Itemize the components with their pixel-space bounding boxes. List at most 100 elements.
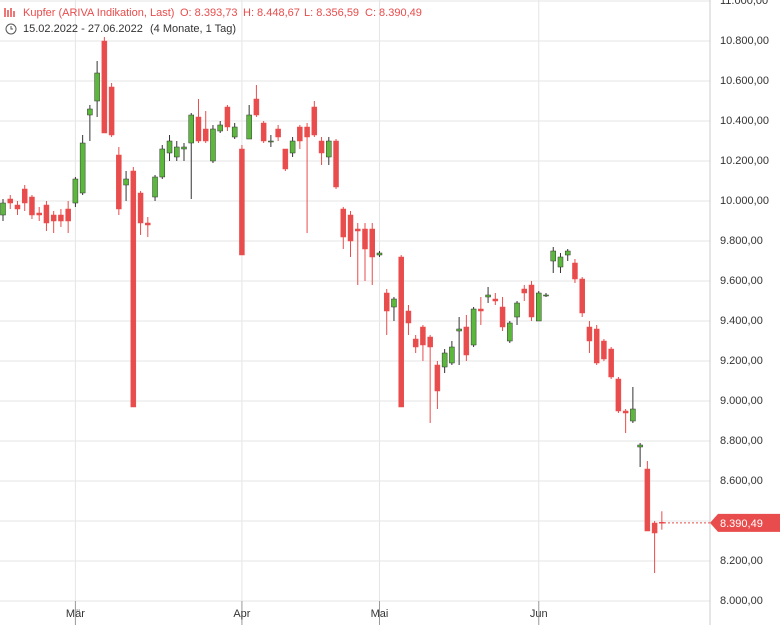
candle-body bbox=[217, 124, 223, 132]
y-tick-label: 8.000,00 bbox=[720, 595, 763, 607]
candle-body bbox=[7, 198, 13, 204]
candle-body bbox=[622, 410, 629, 414]
candle-body bbox=[202, 128, 209, 142]
candle-body bbox=[398, 256, 404, 408]
candle-body bbox=[14, 204, 21, 210]
y-tick-label: 8.800,00 bbox=[720, 435, 763, 447]
candle-body bbox=[492, 298, 499, 302]
candle-body bbox=[101, 40, 108, 134]
y-tick-label: 9.400,00 bbox=[720, 315, 763, 327]
candle-body bbox=[43, 204, 50, 224]
candle-body bbox=[181, 146, 187, 150]
candle-body bbox=[528, 284, 535, 318]
date-range: 15.02.2022 - 27.06.2022 bbox=[23, 23, 143, 35]
candle-body bbox=[340, 208, 347, 238]
candle-body bbox=[195, 116, 202, 142]
candle-body bbox=[87, 108, 93, 116]
candle-body bbox=[485, 294, 491, 298]
candle-body bbox=[275, 128, 281, 138]
y-tick-label: 8.200,00 bbox=[720, 555, 763, 567]
candle-body bbox=[362, 228, 368, 250]
y-tick-label: 9.800,00 bbox=[720, 235, 763, 247]
candle-body bbox=[601, 340, 607, 360]
candle-body bbox=[137, 192, 144, 224]
candle-body bbox=[210, 128, 216, 162]
y-tick-label: 9.600,00 bbox=[720, 275, 763, 287]
candle-body bbox=[434, 364, 441, 392]
candle-body bbox=[36, 212, 42, 216]
candle-body bbox=[456, 328, 462, 332]
candle-body bbox=[355, 228, 361, 232]
candle-body bbox=[333, 140, 339, 188]
y-tick-label: 10.000,00 bbox=[720, 195, 769, 207]
candle-body bbox=[470, 308, 477, 346]
x-tick-label: Apr bbox=[233, 608, 250, 620]
candle-body bbox=[260, 122, 267, 142]
candle-body bbox=[572, 262, 578, 280]
candle-body bbox=[253, 98, 260, 116]
ohlc-open: O: 8.393,73 bbox=[180, 7, 238, 19]
candle-body bbox=[391, 298, 397, 308]
candle-body bbox=[369, 228, 375, 258]
y-tick-label: 10.800,00 bbox=[720, 35, 769, 47]
candle-body bbox=[347, 214, 354, 242]
candle-body bbox=[463, 326, 470, 356]
last-price-label: 8.390,49 bbox=[720, 518, 763, 530]
chart-title: Kupfer (ARIVA Indikation, Last) bbox=[23, 7, 174, 19]
candle-body bbox=[651, 522, 658, 534]
candle-body bbox=[514, 302, 520, 318]
ohlc-close: C: 8.390,49 bbox=[365, 7, 422, 19]
candle-body bbox=[304, 126, 310, 138]
candle-body bbox=[615, 378, 622, 412]
candle-body bbox=[289, 140, 296, 154]
candle-body bbox=[536, 292, 542, 322]
candle-body bbox=[94, 72, 100, 102]
candle-body bbox=[130, 170, 137, 408]
candle-body bbox=[79, 142, 86, 194]
candle-body bbox=[441, 352, 448, 368]
last-price-badge bbox=[710, 513, 780, 532]
candle-body bbox=[58, 214, 64, 222]
candle-body bbox=[29, 196, 35, 216]
y-tick-label: 9.000,00 bbox=[720, 395, 763, 407]
candle-body bbox=[224, 106, 231, 128]
candle-body bbox=[449, 346, 455, 364]
candle-body bbox=[499, 306, 506, 328]
candle-body bbox=[644, 468, 651, 532]
y-tick-label: 9.200,00 bbox=[720, 355, 763, 367]
candle-body bbox=[427, 336, 433, 348]
candle-body bbox=[376, 252, 383, 256]
candle-body bbox=[231, 126, 238, 138]
candle-body bbox=[564, 250, 571, 256]
candle-body bbox=[311, 106, 318, 136]
candle-body bbox=[543, 294, 549, 297]
chart-header: Kupfer (ARIVA Indikation, Last) O: 8.393… bbox=[4, 7, 422, 35]
candle-body bbox=[188, 114, 194, 144]
candle-body bbox=[630, 408, 636, 422]
y-tick-label: 10.200,00 bbox=[720, 155, 769, 167]
candle-body bbox=[326, 140, 332, 158]
y-tick-label: 11.000,00 bbox=[720, 0, 768, 7]
x-tick-label: Mai bbox=[371, 608, 389, 620]
candle-body bbox=[586, 326, 593, 342]
x-tick-label: Jun bbox=[530, 608, 548, 620]
candle-body bbox=[297, 126, 303, 142]
candle-body bbox=[108, 86, 115, 136]
candle-body bbox=[383, 292, 390, 312]
candle-body bbox=[174, 146, 180, 158]
candle-body bbox=[318, 140, 325, 154]
candle-body bbox=[478, 308, 484, 312]
clock-hands bbox=[10, 26, 13, 30]
period: (4 Monate, 1 Tag) bbox=[150, 23, 236, 35]
candle-body bbox=[268, 140, 274, 143]
candle-body bbox=[521, 288, 528, 294]
candle-body bbox=[0, 202, 6, 216]
candle-body bbox=[608, 348, 614, 378]
candle-body bbox=[65, 208, 71, 222]
candle-body bbox=[21, 188, 28, 204]
candle-body bbox=[405, 310, 412, 324]
chart-icon bbox=[4, 8, 15, 17]
candle-body bbox=[166, 140, 173, 154]
ohlc-high: H: 8.448,67 bbox=[243, 7, 300, 19]
